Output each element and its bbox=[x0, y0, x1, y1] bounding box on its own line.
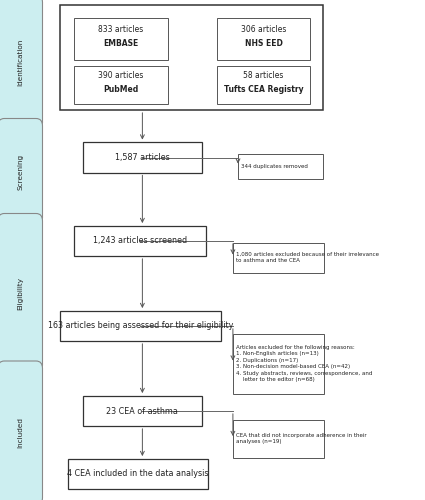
Text: PubMed: PubMed bbox=[104, 85, 139, 94]
FancyBboxPatch shape bbox=[233, 420, 324, 458]
FancyBboxPatch shape bbox=[0, 118, 42, 225]
FancyBboxPatch shape bbox=[60, 311, 221, 341]
Text: 1,243 articles screened: 1,243 articles screened bbox=[93, 236, 187, 246]
Text: 4 CEA included in the data analysis: 4 CEA included in the data analysis bbox=[68, 470, 209, 478]
Text: Screening: Screening bbox=[17, 154, 23, 190]
Text: CEA that did not incorporate adherence in their
analyses (n=19): CEA that did not incorporate adherence i… bbox=[236, 433, 367, 444]
FancyBboxPatch shape bbox=[74, 226, 206, 256]
Text: 58 articles: 58 articles bbox=[243, 71, 284, 80]
FancyBboxPatch shape bbox=[0, 0, 42, 130]
FancyBboxPatch shape bbox=[74, 66, 168, 104]
Text: EMBASE: EMBASE bbox=[104, 40, 139, 48]
FancyBboxPatch shape bbox=[0, 214, 42, 372]
FancyBboxPatch shape bbox=[83, 396, 202, 426]
FancyBboxPatch shape bbox=[83, 142, 202, 172]
FancyBboxPatch shape bbox=[233, 334, 324, 394]
Text: 390 articles: 390 articles bbox=[99, 71, 144, 80]
FancyBboxPatch shape bbox=[238, 154, 323, 178]
Text: NHS EED: NHS EED bbox=[244, 40, 283, 48]
Text: 833 articles: 833 articles bbox=[99, 25, 144, 34]
Text: Identification: Identification bbox=[17, 39, 23, 86]
FancyBboxPatch shape bbox=[233, 242, 324, 272]
Text: Articles excluded for the following reasons:
1. Non-English articles (n=13)
2. D: Articles excluded for the following reas… bbox=[236, 345, 373, 382]
Text: 1,080 articles excluded because of their irrelevance
to asthma and the CEA: 1,080 articles excluded because of their… bbox=[236, 252, 379, 263]
Text: 23 CEA of asthma: 23 CEA of asthma bbox=[106, 406, 178, 416]
FancyBboxPatch shape bbox=[60, 5, 323, 110]
FancyBboxPatch shape bbox=[68, 459, 208, 489]
Text: 1,587 articles: 1,587 articles bbox=[115, 153, 170, 162]
Text: Included: Included bbox=[17, 418, 23, 448]
Text: Eligibility: Eligibility bbox=[17, 276, 23, 310]
Text: 306 articles: 306 articles bbox=[241, 25, 286, 34]
FancyBboxPatch shape bbox=[0, 361, 42, 500]
Text: 344 duplicates removed: 344 duplicates removed bbox=[241, 164, 308, 169]
Text: Tufts CEA Registry: Tufts CEA Registry bbox=[224, 85, 303, 94]
FancyBboxPatch shape bbox=[217, 18, 310, 60]
FancyBboxPatch shape bbox=[217, 66, 310, 104]
FancyBboxPatch shape bbox=[74, 18, 168, 60]
Text: 163 articles being assessed for their eligibility: 163 articles being assessed for their el… bbox=[48, 322, 233, 330]
